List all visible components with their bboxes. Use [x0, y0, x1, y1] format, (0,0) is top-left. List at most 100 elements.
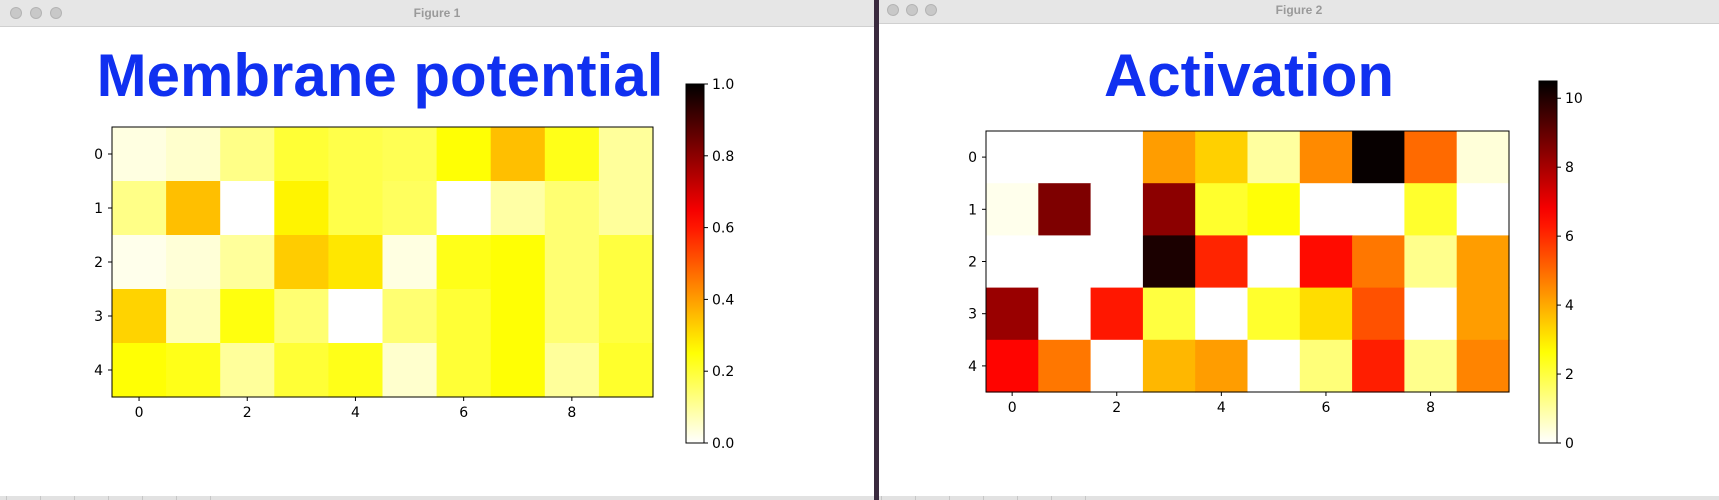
- heatmap-cell: [274, 343, 329, 398]
- heatmap-cell: [1404, 183, 1458, 236]
- heatmap-cell: [1142, 183, 1196, 236]
- x-tick-label: 8: [567, 405, 576, 421]
- heatmap-cell: [220, 127, 275, 182]
- heatmap-cell: [1090, 131, 1144, 184]
- heatmap-cell: [1090, 183, 1144, 236]
- heatmap-cell: [1456, 131, 1510, 184]
- figure-toolbar: [0, 496, 874, 500]
- heatmap-cell: [1195, 235, 1249, 289]
- y-tick-label: 3: [94, 309, 103, 325]
- y-tick-label: 4: [94, 363, 103, 379]
- colorbar: [1538, 80, 1558, 444]
- heatmap-cell: [382, 343, 438, 398]
- heatmap-cell: [1352, 235, 1405, 289]
- x-tick-label: 6: [459, 405, 468, 421]
- heatmap-cell: [598, 181, 654, 236]
- colorbar-tick-label: 4: [1565, 298, 1574, 314]
- heatmap-cell: [166, 343, 221, 398]
- chart-title: Membrane potential: [96, 42, 664, 109]
- x-tick-label: 4: [1217, 400, 1226, 416]
- heatmap-cell: [986, 183, 1039, 236]
- heatmap-cell: [1299, 131, 1353, 184]
- heatmap-cell: [436, 343, 492, 398]
- toolbar-configure-button[interactable]: [1051, 496, 1083, 500]
- x-tick-label: 2: [243, 405, 252, 421]
- heatmap-cell: [1038, 235, 1092, 289]
- figure-2-window: Figure 2 Activation 0 2 4 6 8 0 1 2 3 4 0 2 4 6 8 10: [879, 0, 1719, 500]
- toolbar-zoom-button[interactable]: [142, 496, 174, 500]
- heatmap-cell: [382, 289, 438, 344]
- close-window-button[interactable]: [887, 4, 899, 16]
- heatmap-cell: [1404, 235, 1458, 289]
- heatmap-cell: [1299, 235, 1353, 289]
- chart-title: Activation: [1103, 42, 1395, 109]
- toolbar-back-button[interactable]: [40, 496, 72, 500]
- toolbar-configure-button[interactable]: [176, 496, 208, 500]
- y-tick-label: 2: [94, 255, 103, 271]
- heatmap-cell: [1142, 235, 1196, 289]
- heatmap-cell: [544, 127, 600, 182]
- heatmap-cell: [220, 235, 275, 290]
- toolbar-home-button[interactable]: [881, 496, 913, 500]
- heatmap-cell: [1352, 183, 1405, 236]
- heatmap-cell: [328, 181, 384, 236]
- minimize-window-button[interactable]: [30, 7, 42, 19]
- heatmap-cell: [436, 289, 492, 344]
- zoom-window-button[interactable]: [925, 4, 937, 16]
- heatmap-cell: [1247, 235, 1301, 289]
- colorbar-tick-label: 6: [1565, 229, 1574, 245]
- heatmap-cell: [544, 289, 600, 344]
- x-tick-label: 8: [1426, 400, 1435, 416]
- window-titlebar[interactable]: Figure 1: [0, 0, 874, 27]
- heatmap-cell: [1456, 339, 1510, 393]
- heatmap-cell: [112, 343, 167, 398]
- x-tick-label: 2: [1112, 400, 1121, 416]
- heatmap-cell: [1247, 287, 1301, 341]
- heatmap-cell: [986, 287, 1039, 341]
- toolbar-forward-button[interactable]: [74, 496, 106, 500]
- heatmap-cell: [382, 235, 438, 290]
- toolbar-zoom-button[interactable]: [1017, 496, 1049, 500]
- zoom-window-button[interactable]: [50, 7, 62, 19]
- heatmap-cell: [274, 235, 329, 290]
- heatmap-cell: [436, 235, 492, 290]
- toolbar-forward-button[interactable]: [949, 496, 981, 500]
- heatmap-cell: [274, 127, 329, 182]
- heatmap-cell: [598, 343, 654, 398]
- heatmap-cell: [220, 289, 275, 344]
- colorbar-tick-label: 2: [1565, 367, 1574, 383]
- toolbar-save-button[interactable]: [210, 496, 242, 500]
- heatmap-cell: [1299, 287, 1353, 341]
- toolbar-pan-button[interactable]: [983, 496, 1015, 500]
- heatmap-cell: [1038, 287, 1092, 341]
- heatmap-cell: [1195, 131, 1249, 184]
- colorbar-tick-label: 0: [1565, 436, 1574, 452]
- window-title: Figure 2: [1275, 3, 1323, 17]
- heatmap-cell: [1038, 339, 1092, 393]
- minimize-window-button[interactable]: [906, 4, 918, 16]
- heatmap-cell: [1299, 339, 1353, 393]
- heatmap-cell: [1038, 183, 1092, 236]
- heatmap-cell: [328, 127, 384, 182]
- heatmap-cell: [1247, 339, 1301, 393]
- heatmap-cell: [1195, 339, 1249, 393]
- colorbar-tick-label: 10: [1565, 91, 1583, 107]
- heatmap-cell: [598, 127, 654, 182]
- window-titlebar[interactable]: Figure 2: [879, 0, 1719, 24]
- heatmap-cell: [1142, 287, 1196, 341]
- toolbar-pan-button[interactable]: [108, 496, 140, 500]
- y-tick-label: 0: [968, 150, 977, 166]
- heatmap-cell: [1090, 287, 1144, 341]
- heatmap-cell: [1195, 183, 1249, 236]
- heatmap-cell: [1404, 287, 1458, 341]
- heatmap-cell: [1090, 235, 1144, 289]
- heatmap-cell: [382, 127, 438, 182]
- close-window-button[interactable]: [10, 7, 22, 19]
- y-tick-label: 3: [968, 307, 977, 323]
- y-tick-label: 0: [94, 147, 103, 163]
- toolbar-home-button[interactable]: [6, 496, 38, 500]
- toolbar-save-button[interactable]: [1085, 496, 1117, 500]
- y-tick-label: 2: [968, 255, 977, 271]
- toolbar-back-button[interactable]: [915, 496, 947, 500]
- heatmap-cell: [986, 131, 1039, 184]
